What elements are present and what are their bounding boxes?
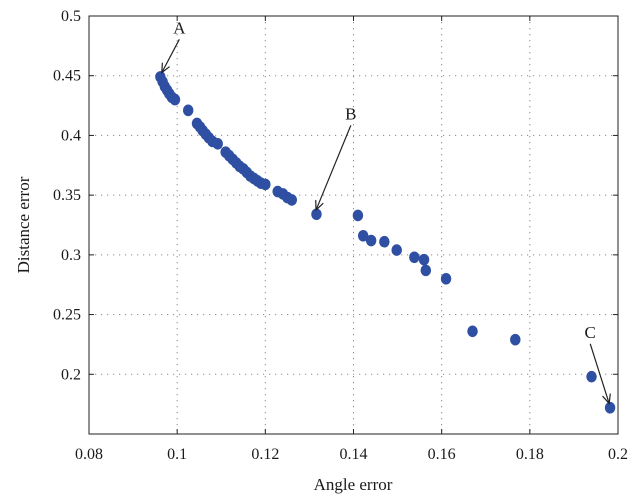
annotation-label: A: [173, 18, 186, 37]
data-point: [286, 194, 297, 206]
y-tick-label: 0.25: [53, 307, 81, 324]
tick-marks: [88, 15, 619, 434]
x-tick-label: 0.12: [251, 446, 279, 463]
data-point: [311, 208, 322, 221]
data-point: [169, 93, 181, 106]
x-tick-label: 0.16: [428, 446, 456, 463]
data-point: [604, 401, 616, 414]
data-point: [260, 178, 271, 191]
x-tick-label: 0.2: [608, 446, 628, 463]
annotation-arrowhead: [161, 62, 170, 75]
tick-labels: 0.08 0.1 0.12 0.14 0.16 0.18 0.2 0.2 0.25 0.3 0.35…: [53, 8, 628, 463]
data-point: [379, 235, 390, 248]
annotation-arrowhead: [602, 393, 611, 405]
x-axis-label: Angle error: [314, 475, 393, 494]
data-point: [467, 325, 478, 338]
annotation-arrow: [315, 125, 352, 211]
y-tick-label: 0.4: [61, 127, 81, 144]
y-tick-label: 0.3: [61, 247, 81, 264]
x-tick-label: 0.14: [340, 446, 368, 463]
data-point: [418, 253, 430, 266]
data-point: [357, 229, 369, 242]
data-point: [391, 244, 402, 256]
y-tick-label: 0.5: [61, 8, 81, 25]
data-point: [352, 209, 364, 222]
y-axis-label: Distance error: [14, 176, 33, 273]
data-point: [440, 272, 452, 285]
x-tick-label: 0.1: [167, 446, 187, 463]
grid-lines: [89, 16, 618, 434]
y-tick-label: 0.2: [61, 366, 81, 383]
data-point: [212, 137, 223, 150]
data-point: [586, 370, 597, 383]
y-tick-label: 0.45: [53, 68, 81, 85]
y-tick-label: 0.35: [53, 187, 81, 204]
data-point: [182, 104, 194, 117]
data-point: [365, 234, 377, 247]
annotation-arrow: [161, 39, 180, 74]
plot-frame: [88, 15, 619, 435]
annotations: A B C: [161, 18, 611, 405]
data-point: [409, 251, 420, 264]
annotation-label: C: [585, 323, 596, 342]
annotation-arrowhead: [315, 200, 324, 212]
x-tick-label: 0.08: [75, 446, 103, 463]
annotation-arrow: [589, 343, 610, 404]
annotation-label: B: [345, 104, 356, 123]
data-point: [510, 333, 521, 346]
x-tick-label: 0.18: [516, 446, 544, 463]
data-points: [155, 71, 616, 414]
data-point: [420, 264, 431, 277]
